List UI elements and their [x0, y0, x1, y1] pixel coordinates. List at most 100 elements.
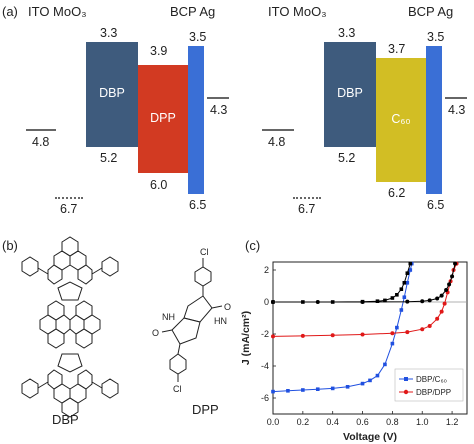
- dbp-homo-value: 5.2: [338, 151, 356, 165]
- data-point: [271, 334, 275, 339]
- data-point: [399, 308, 404, 312]
- bcp-lumo-value: 3.5: [427, 30, 445, 44]
- data-point: [439, 309, 444, 314]
- data-point: [453, 261, 458, 266]
- x-tick-label: 0.4: [326, 417, 339, 427]
- c60-homo-value: 6.2: [388, 186, 406, 200]
- data-point: [420, 327, 425, 332]
- chemical-structures: Cl O HN NH O Cl: [21, 236, 231, 418]
- bcp-bar: [426, 46, 442, 194]
- c60-bar: C₆₀: [376, 58, 426, 182]
- dbp-bar-label: DBP: [337, 86, 363, 100]
- data-point: [315, 387, 320, 391]
- dbp-bar-label: DBP: [99, 86, 125, 100]
- c60-lumo-value: 3.7: [388, 42, 406, 56]
- data-point: [427, 298, 432, 303]
- dpp-bar: DPP: [138, 65, 188, 173]
- data-point: [390, 331, 395, 336]
- data-point: [439, 293, 444, 298]
- legend: DBP/C₆₀ DBP/DPP: [394, 368, 464, 402]
- data-point: [271, 389, 275, 394]
- series-3: [271, 261, 458, 304]
- series-line: [272, 263, 413, 393]
- nh-atom: NH: [162, 312, 175, 322]
- legend-label-dbp-dpp: DBP/DPP: [416, 388, 451, 397]
- ito-level-line: [262, 129, 294, 131]
- x-axis-label: Voltage (V): [343, 431, 397, 443]
- ag-level-line: [445, 97, 467, 99]
- bcp-homo-value: 6.5: [427, 198, 445, 212]
- c60-bar-label: C₆₀: [391, 112, 411, 126]
- data-point: [442, 301, 447, 306]
- data-point: [301, 388, 305, 392]
- dbp-bar: DBP: [324, 42, 376, 147]
- dpp-lumo-value: 3.9: [150, 44, 168, 58]
- bcp-homo-value: 6.5: [189, 198, 207, 212]
- data-point: [435, 316, 440, 321]
- data-point: [420, 299, 425, 304]
- moo3-level-value: 6.7: [60, 202, 78, 216]
- dpp-homo-value: 6.0: [150, 178, 168, 192]
- data-point: [405, 271, 410, 275]
- data-point: [405, 299, 410, 304]
- jv-chart: 0.0 0.2 0.4 0.6 0.8 1.0 1.2 2 0 -2 -4 -6 Voltage (…: [240, 261, 468, 443]
- data-point: [286, 389, 290, 393]
- o-atom-left: O: [152, 328, 159, 338]
- data-point: [330, 386, 335, 391]
- hn-atom: HN: [214, 316, 227, 326]
- dpp-bar-label: DPP: [150, 111, 176, 125]
- data-point: [345, 385, 350, 389]
- x-ticks: 0.0 0.2 0.4 0.6 0.8 1.0 1.2: [267, 411, 459, 427]
- legend-marker-dbp-dpp: [403, 389, 409, 395]
- data-point: [383, 298, 387, 303]
- dbp-lumo-value: 3.3: [338, 26, 356, 40]
- x-tick-label: 1.2: [446, 417, 459, 427]
- ag-level-line: [207, 97, 229, 99]
- data-point: [390, 341, 395, 346]
- data-point: [399, 287, 404, 291]
- panel-a-letter: (a): [2, 4, 18, 19]
- y-tick-label: -6: [261, 393, 269, 403]
- bcp-lumo-value: 3.5: [189, 30, 207, 44]
- x-tick-label: 0.8: [386, 417, 399, 427]
- y-tick-label: 2: [264, 265, 269, 275]
- bcp-bar: [188, 46, 204, 194]
- dpp-caption: DPP: [192, 402, 219, 417]
- ag-level-value: 4.3: [210, 103, 228, 117]
- y-tick-label: -2: [261, 329, 269, 339]
- dbp-molecule: [21, 236, 119, 418]
- moo3-level-value: 6.7: [298, 202, 316, 216]
- legend-label-dbp-c60: DBP/C₆₀: [416, 375, 447, 384]
- series-line: [273, 263, 411, 303]
- data-point: [435, 296, 440, 301]
- data-point: [383, 362, 387, 367]
- cl-atom-bottom: Cl: [173, 384, 182, 394]
- data-point: [444, 288, 449, 292]
- ito-moo3-label: ITO MoO₃: [28, 4, 87, 19]
- data-point: [360, 300, 365, 304]
- data-point: [450, 274, 455, 279]
- data-point: [375, 299, 380, 303]
- series-0: [271, 261, 414, 394]
- y-tick-label: 0: [264, 297, 269, 307]
- legend-marker-dbp-c60: [404, 377, 408, 381]
- moo3-level-line: [55, 197, 83, 199]
- bcp-ag-label: BCP Ag: [408, 4, 454, 19]
- x-tick-label: 0.0: [267, 417, 280, 427]
- data-point: [390, 296, 395, 300]
- dbp-bar: DBP: [86, 42, 138, 147]
- y-ticks: 2 0 -2 -4 -6: [261, 265, 276, 403]
- dbp-homo-value: 5.2: [100, 151, 118, 165]
- series-line: [273, 263, 456, 303]
- data-point: [408, 261, 413, 266]
- data-point: [402, 295, 407, 299]
- y-axis-label: J (mA/cm²): [240, 311, 252, 365]
- x-tick-label: 1.0: [416, 417, 429, 427]
- data-point: [405, 281, 410, 285]
- data-point: [405, 330, 410, 335]
- o-atom-right: O: [224, 302, 231, 312]
- ag-level-value: 4.3: [448, 103, 466, 117]
- ito-level-value: 4.8: [32, 135, 50, 149]
- ito-level-line: [26, 129, 56, 131]
- data-point: [368, 378, 372, 383]
